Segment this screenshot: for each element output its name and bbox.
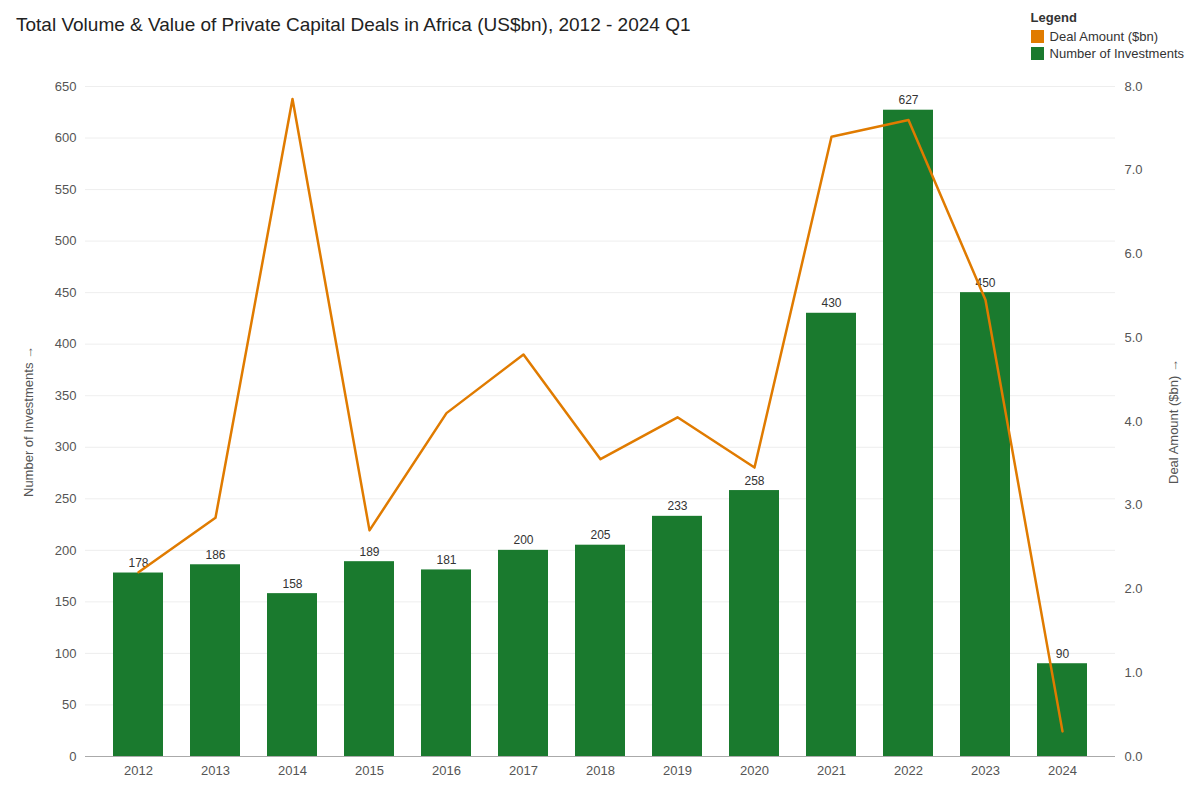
svg-text:2021: 2021 — [817, 763, 846, 778]
svg-text:Number of Investments →: Number of Investments → — [21, 346, 36, 497]
svg-text:100: 100 — [55, 646, 77, 661]
svg-text:6.0: 6.0 — [1125, 246, 1143, 261]
svg-text:4.0: 4.0 — [1125, 414, 1143, 429]
svg-text:5.0: 5.0 — [1125, 330, 1143, 345]
svg-text:500: 500 — [55, 233, 77, 248]
svg-text:2013: 2013 — [201, 763, 230, 778]
svg-text:550: 550 — [55, 182, 77, 197]
html-text:Deal Amount ($bn): Deal Amount ($bn) — [1049, 29, 1158, 44]
svg-text:2014: 2014 — [278, 763, 307, 778]
svg-text:300: 300 — [55, 439, 77, 454]
svg-text:2016: 2016 — [432, 763, 461, 778]
svg-text:650: 650 — [55, 79, 77, 94]
svg-text:2.0: 2.0 — [1125, 581, 1143, 596]
svg-text:3.0: 3.0 — [1125, 497, 1143, 512]
svg-text:Deal Amount ($bn) →: Deal Amount ($bn) → — [1166, 359, 1181, 484]
svg-text:7.0: 7.0 — [1125, 162, 1143, 177]
svg-text:200: 200 — [55, 543, 77, 558]
svg-text:1.0: 1.0 — [1125, 665, 1143, 680]
svg-text:430: 430 — [821, 296, 841, 310]
svg-text:150: 150 — [55, 594, 77, 609]
svg-text:2012: 2012 — [124, 763, 153, 778]
html-text:Number of Investments: Number of Investments — [1049, 46, 1184, 61]
svg-text:2022: 2022 — [894, 763, 923, 778]
svg-text:250: 250 — [55, 491, 77, 506]
svg-text:50: 50 — [62, 697, 76, 712]
html-text:Total Volume & Value of Privat: Total Volume & Value of Private Capital … — [16, 14, 691, 35]
svg-text:178: 178 — [128, 556, 149, 570]
svg-text:2018: 2018 — [586, 763, 615, 778]
svg-text:189: 189 — [359, 545, 379, 559]
svg-text:90: 90 — [1056, 647, 1070, 661]
svg-text:0.0: 0.0 — [1125, 749, 1143, 764]
svg-text:2024: 2024 — [1048, 763, 1077, 778]
svg-text:200: 200 — [513, 533, 533, 547]
svg-text:2019: 2019 — [663, 763, 692, 778]
svg-text:2023: 2023 — [971, 763, 1000, 778]
svg-text:158: 158 — [282, 577, 302, 591]
svg-text:186: 186 — [205, 548, 225, 562]
svg-text:627: 627 — [898, 93, 918, 107]
svg-text:258: 258 — [744, 474, 764, 488]
svg-text:181: 181 — [436, 553, 456, 567]
svg-text:2015: 2015 — [355, 763, 384, 778]
svg-text:450: 450 — [975, 275, 996, 290]
svg-text:205: 205 — [590, 528, 610, 542]
svg-text:600: 600 — [55, 130, 77, 145]
svg-text:233: 233 — [667, 499, 687, 513]
svg-text:2020: 2020 — [740, 763, 769, 778]
svg-text:2017: 2017 — [509, 763, 538, 778]
svg-text:350: 350 — [55, 388, 77, 403]
svg-text:450: 450 — [55, 285, 77, 300]
svg-text:400: 400 — [55, 336, 77, 351]
svg-text:0: 0 — [69, 749, 76, 764]
html-text:Legend: Legend — [1030, 10, 1077, 25]
svg-text:8.0: 8.0 — [1125, 79, 1143, 94]
